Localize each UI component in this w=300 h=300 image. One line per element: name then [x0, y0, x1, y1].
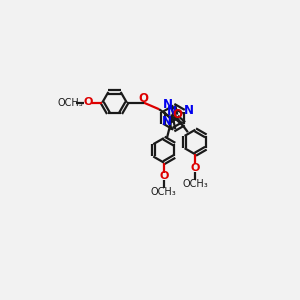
Text: N: N	[162, 115, 172, 128]
Text: OCH₃: OCH₃	[151, 187, 177, 197]
Text: OCH₃: OCH₃	[58, 98, 83, 108]
Text: O: O	[159, 171, 169, 181]
Text: O: O	[190, 163, 200, 173]
Text: OCH₃: OCH₃	[182, 179, 208, 189]
Text: O: O	[139, 92, 148, 105]
Text: N: N	[184, 104, 194, 117]
Text: O: O	[84, 97, 93, 107]
Text: N: N	[163, 98, 173, 111]
Text: O: O	[172, 108, 182, 121]
Text: N: N	[167, 105, 177, 118]
